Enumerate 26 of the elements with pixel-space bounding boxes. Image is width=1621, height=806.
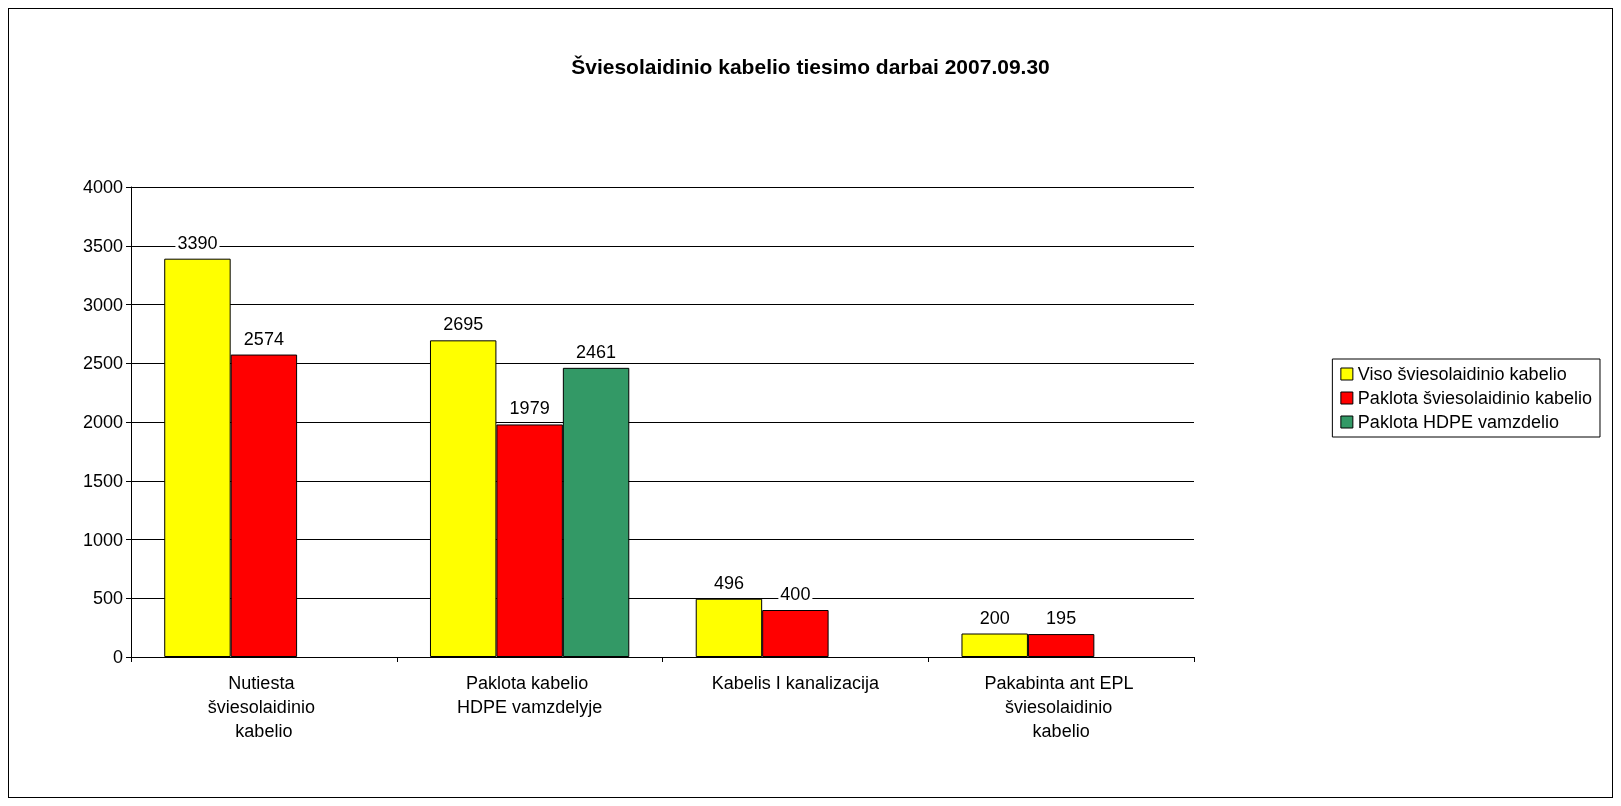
- data-label: 2574: [243, 328, 284, 349]
- data-label: 2695: [443, 314, 484, 335]
- x-tick-label: Pakabinta ant EPL šviesolaidinio kabelio: [984, 673, 1138, 741]
- x-tick-label: Paklota kabelio HDPE vamzdelyje: [457, 673, 603, 717]
- y-tick-label: 1000: [82, 529, 123, 550]
- y-tick-label: 500: [92, 588, 123, 609]
- data-label: 195: [1046, 608, 1077, 629]
- data-label: 3390: [177, 232, 218, 253]
- data-label: 400: [780, 584, 811, 604]
- data-label: 200: [979, 607, 1010, 628]
- legend-label: Viso šviesolaidinio kabelio: [1357, 364, 1567, 384]
- chart-title: Šviesolaidinio kabelio tiesimo darbai 2007.09.30: [571, 55, 1050, 78]
- legend-label: Paklota šviesolaidinio kabelio: [1357, 388, 1592, 408]
- x-tick-label: Kabelis I kanalizacija: [711, 673, 880, 693]
- legend-label: Paklota HDPE vamzdelio: [1357, 412, 1559, 432]
- data-label: 1979: [509, 398, 550, 419]
- y-tick-label: 2000: [82, 412, 123, 432]
- y-tick-label: 1500: [82, 470, 123, 491]
- data-label: 496: [713, 572, 744, 593]
- y-tick-label: 3500: [82, 235, 123, 256]
- y-tick-label: 0: [112, 647, 123, 667]
- data-label: 2461: [576, 341, 617, 362]
- y-tick-label: 4000: [82, 177, 123, 197]
- x-tick-label: Nutiesta šviesolaidinio kabelio: [207, 673, 320, 741]
- y-tick-label: 3000: [82, 294, 123, 315]
- y-tick-label: 2500: [82, 353, 123, 374]
